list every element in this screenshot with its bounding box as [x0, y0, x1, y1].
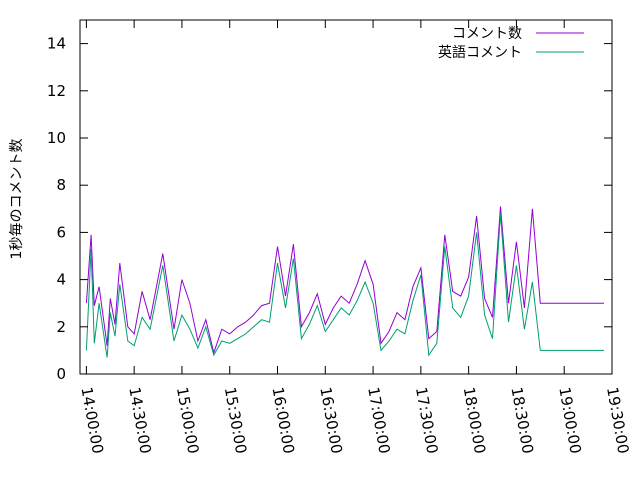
y-tick-label: 10	[47, 129, 66, 147]
legend-label-1: コメント数	[452, 26, 522, 42]
y-tick-label: 14	[47, 35, 66, 53]
y-tick-label: 0	[56, 365, 66, 383]
y-tick-label: 8	[56, 176, 66, 194]
series-line-2	[85, 213, 604, 358]
y-tick-label: 12	[47, 82, 66, 100]
series-line-1	[85, 206, 604, 355]
y-tick-label: 6	[56, 223, 66, 241]
plot-frame	[79, 19, 613, 375]
series-layer	[85, 206, 604, 358]
legend-label-2: 英語コメント	[438, 44, 522, 61]
y-tick-label: 4	[56, 271, 66, 289]
y-tick-label: 2	[56, 318, 66, 336]
y-axis-label: 1秒毎のコメント数	[9, 139, 25, 260]
